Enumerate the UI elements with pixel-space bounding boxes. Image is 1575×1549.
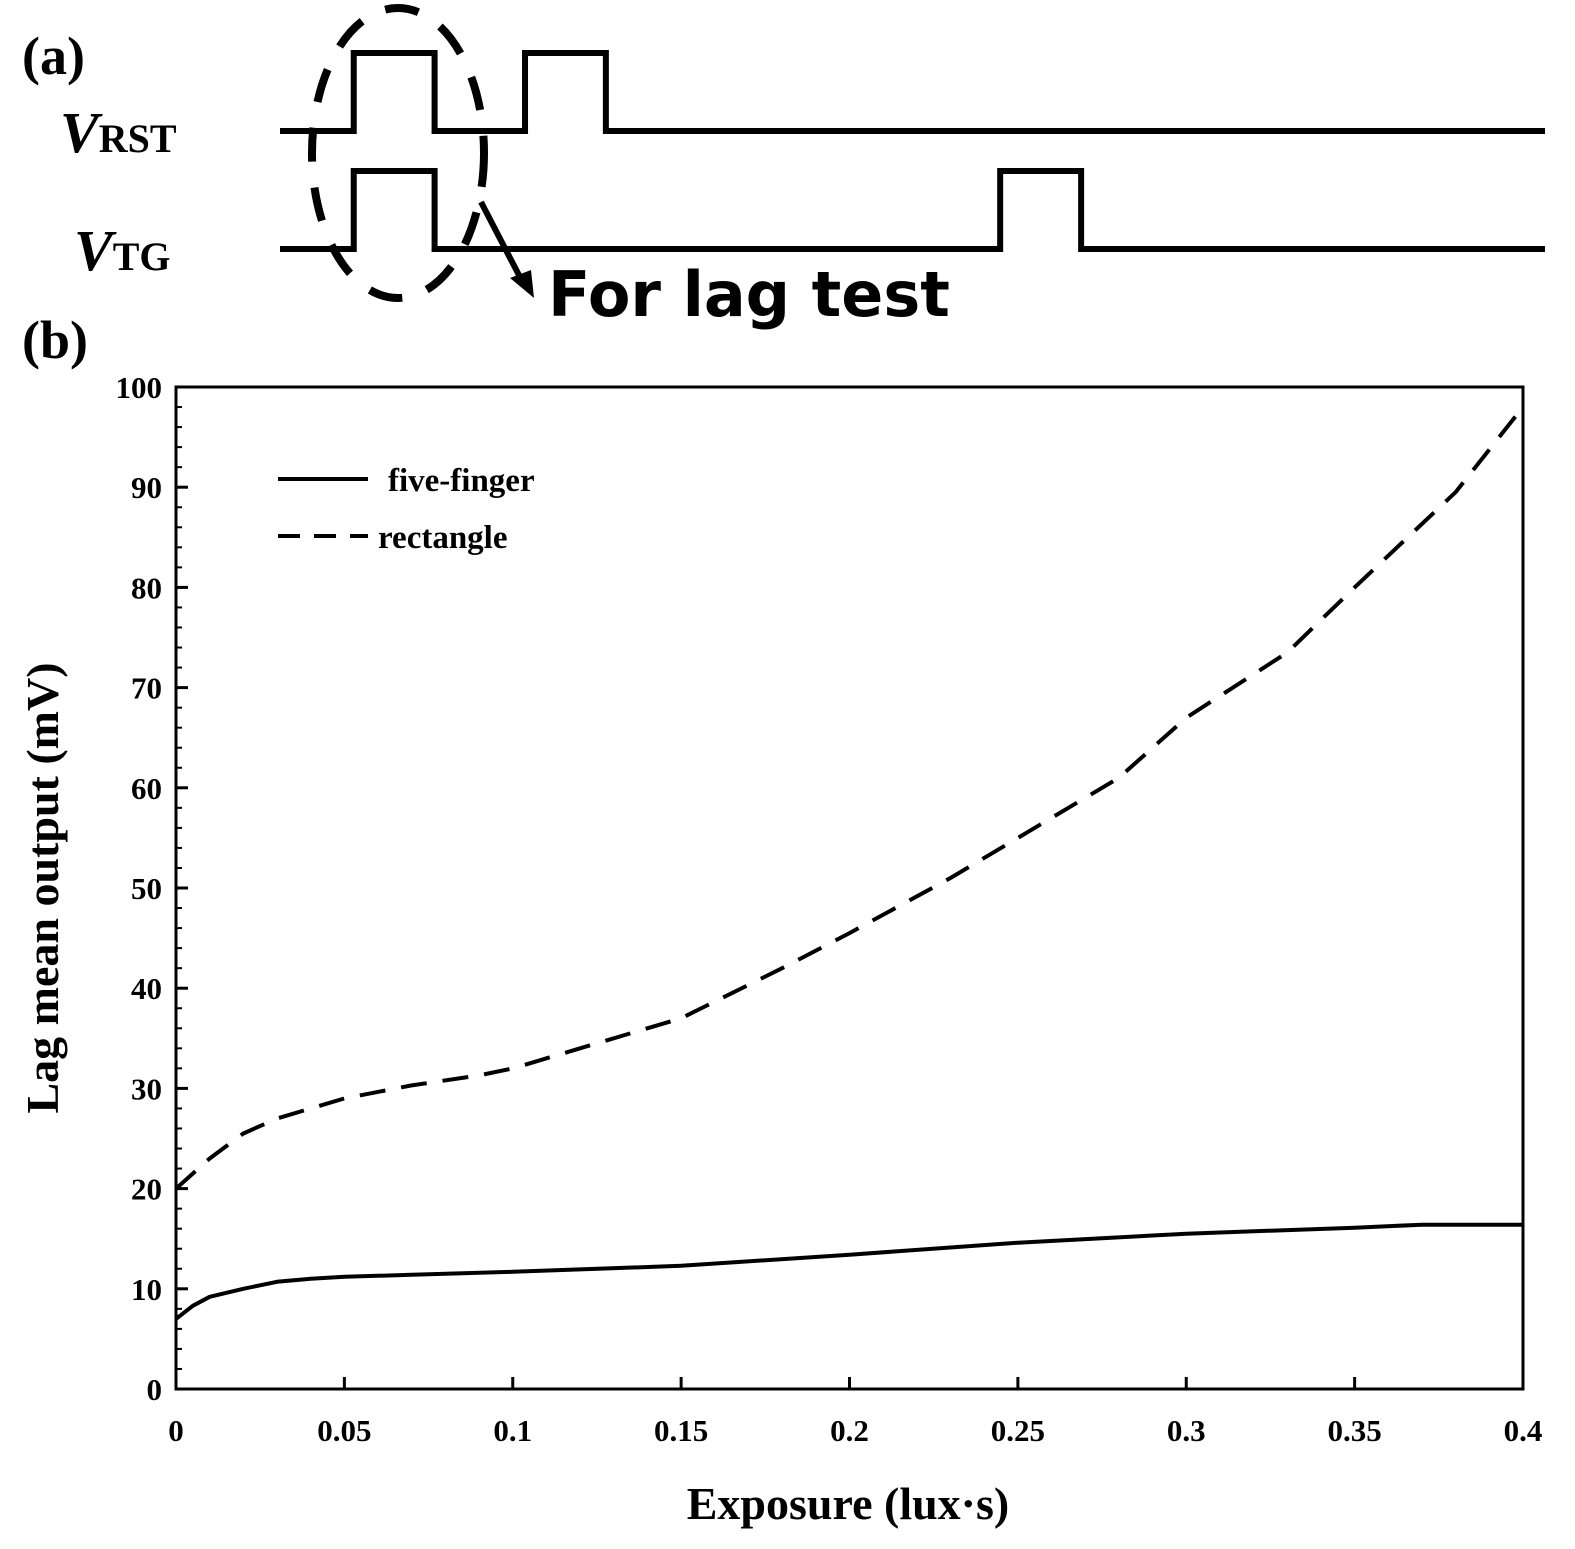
y-tick-label: 90 <box>131 470 162 505</box>
panel-b-label: (b) <box>22 310 88 370</box>
y-tick-label: 50 <box>131 871 162 906</box>
vtg-waveform <box>280 168 1545 252</box>
y-tick-label: 30 <box>131 1071 162 1106</box>
x-tick-label: 0.25 <box>991 1413 1045 1448</box>
annotation-arrowhead <box>510 270 534 298</box>
legend: five-finger rectangle <box>278 463 535 556</box>
lag-test-annotation: For lag test <box>548 258 950 331</box>
series-rectangle-line <box>174 405 1525 1191</box>
vrst-subscript: RST <box>99 116 177 161</box>
vrst-waveform <box>280 50 1545 134</box>
x-tick-label: 0.2 <box>830 1413 869 1448</box>
lag-chart: 0 10 20 30 40 50 60 70 80 90 100 0 0.05 0.1 0.15 0.2 0.… <box>17 370 1542 1529</box>
x-axis-title: Exposure (lux·s) <box>687 1478 1010 1529</box>
vrst-symbol: V <box>60 100 103 165</box>
annotation-arrow-line <box>478 200 525 283</box>
vtg-symbol: V <box>74 218 117 283</box>
x-tick-label: 0.3 <box>1167 1413 1206 1448</box>
x-axis-ticks: 0 0.05 0.1 0.15 0.2 0.25 0.3 0.35 0.4 <box>168 1377 1542 1448</box>
x-tick-label: 0 <box>168 1413 184 1448</box>
legend-five-finger-label: five-finger <box>388 463 535 499</box>
legend-rectangle-label: rectangle <box>378 520 508 556</box>
vtg-label: VTG <box>74 218 170 283</box>
x-tick-label: 0.15 <box>654 1413 708 1448</box>
y-axis-ticks: 0 10 20 30 40 50 60 70 80 90 100 <box>116 370 188 1407</box>
y-tick-label: 60 <box>131 771 162 806</box>
panel-a-label: (a) <box>22 26 85 86</box>
vtg-subscript: TG <box>113 234 171 279</box>
y-tick-label: 80 <box>131 570 162 605</box>
y-tick-label: 10 <box>131 1272 162 1307</box>
x-tick-label: 0.05 <box>317 1413 371 1448</box>
vrst-label: VRST <box>60 100 177 165</box>
y-tick-label: 20 <box>131 1172 162 1207</box>
y-axis-title: Lag mean output (mV) <box>17 662 68 1113</box>
y-tick-label: 100 <box>116 370 163 405</box>
x-tick-label: 0.4 <box>1504 1413 1543 1448</box>
series-lines <box>174 405 1525 1321</box>
lag-test-highlight-ellipse <box>308 4 488 302</box>
series-five-finger-line <box>174 1222 1523 1321</box>
x-tick-label: 0.35 <box>1328 1413 1382 1448</box>
y-tick-label: 40 <box>131 971 162 1006</box>
y-tick-label: 0 <box>147 1372 163 1407</box>
x-tick-label: 0.1 <box>493 1413 532 1448</box>
y-tick-label: 70 <box>131 671 162 706</box>
